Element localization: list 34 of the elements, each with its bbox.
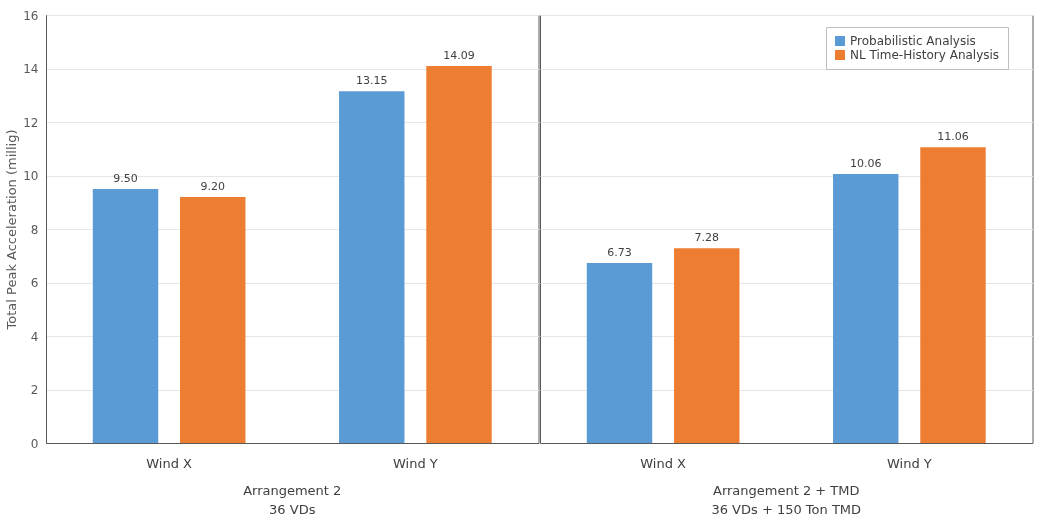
bar [92,188,159,443]
y-tick-label: 10 [23,169,39,183]
legend-label: Probabilistic Analysis [850,34,976,48]
bar [339,91,405,443]
text: 6.73 [607,245,632,259]
x-tick-label: Wind X [146,455,193,471]
y-tick-label: 12 [23,115,39,130]
legend-label: NL Time-History Analysis [850,48,1000,62]
x-tick-label: Wind X [640,455,687,471]
bar [426,66,492,443]
bar [674,248,740,443]
text: 13.15 [356,74,388,88]
bar [586,262,653,443]
bar [920,147,986,443]
y-tick-label: 6 [30,276,39,290]
y-tick-label: 0 [30,436,39,451]
x-tick-label: Wind Y [887,455,932,471]
text: Arrangement 2 36 VDs [243,483,342,517]
bar [180,196,246,443]
y-tick-label: 4 [30,329,39,344]
y-tick-label: 2 [30,383,39,397]
x-tick-label: Wind Y [393,455,438,471]
y-tick-label: 14 [23,62,39,76]
text: 7.28 [694,231,719,245]
text: 9.50 [113,171,138,185]
bar [833,173,899,443]
text: 11.06 [937,130,969,144]
text: Arrangement 2 + TMD 36 VDs + 150 Ton TMD [711,483,862,517]
y-tick-label: 16 [23,8,39,23]
text: 10.06 [850,156,882,170]
text: 9.20 [200,179,225,193]
text: 14.09 [443,49,475,63]
y-tick-label: 8 [30,222,39,237]
y-axis-title: Total Peak Acceleration (millig) [4,129,20,331]
